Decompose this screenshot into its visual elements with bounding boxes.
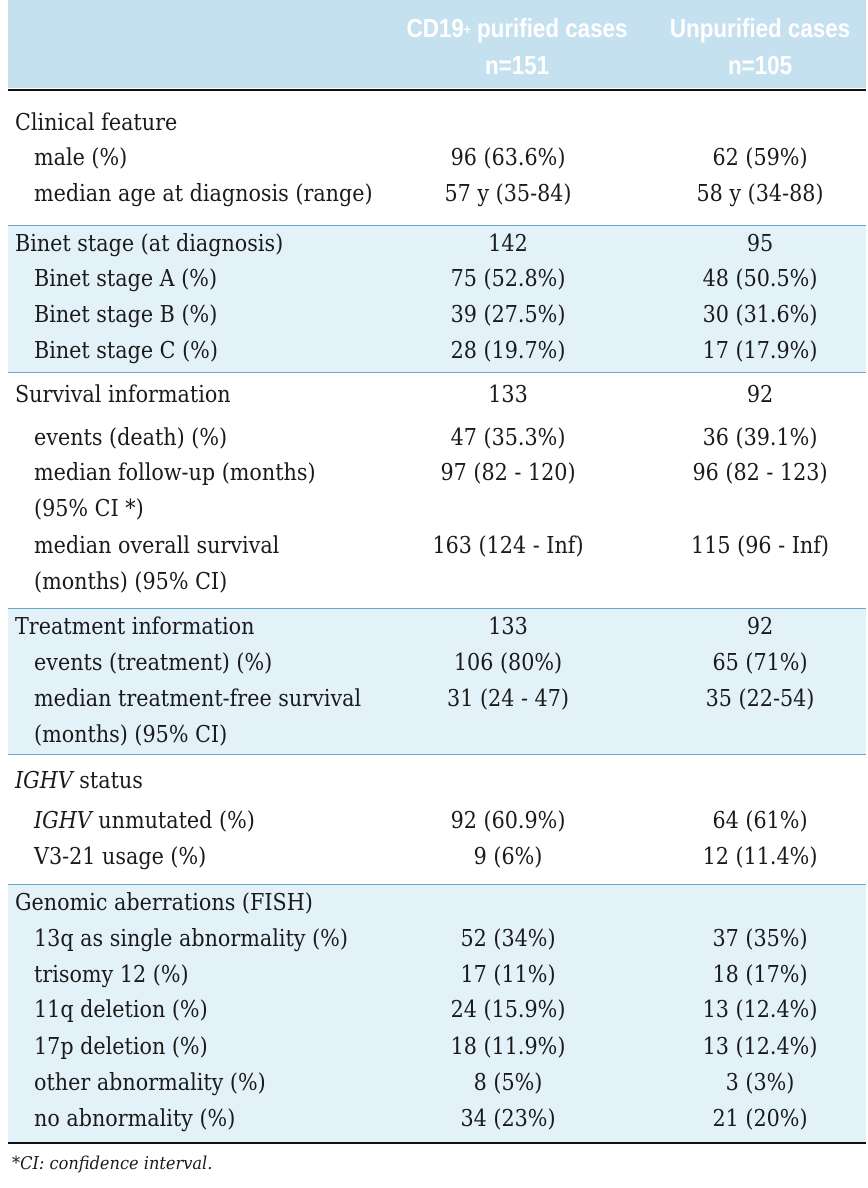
table-row: Binet stage B (%) 39 (27.5%) 30 (31.6%): [34, 302, 818, 328]
table-row: Binet stage C (%) 28 (19.7%) 17 (17.9%): [34, 338, 818, 364]
table-row: Binet stage (at diagnosis) 142 95: [8, 228, 866, 260]
bottom-rule: [8, 1142, 866, 1144]
table-row: Survival information 133 92: [8, 379, 866, 411]
table-row: (95% CI *): [34, 496, 144, 522]
table-row: male (%) 96 (63.6%) 62 (59%): [34, 145, 808, 171]
table-row: median follow-up (months) 97 (82 - 120) …: [34, 460, 828, 486]
table-row: Binet stage A (%) 75 (52.8%) 48 (50.5%): [34, 266, 818, 292]
table-row: (months) (95% CI): [34, 569, 228, 595]
column-header-purified: CD19+ purified cases n=151: [406, 13, 628, 80]
table-row: IGHV unmutated (%) 92 (60.9%) 64 (61%): [34, 808, 808, 834]
table-row: Genomic aberrations (FISH): [8, 887, 866, 919]
table-row: median age at diagnosis (range) 57 y (35…: [34, 181, 824, 207]
column-header-unpurified: Unpurified cases n=105: [669, 13, 851, 80]
table-row: trisomy 12 (%) 17 (11%) 18 (17%): [34, 962, 808, 988]
table-row: median overall survival 163 (124 - Inf) …: [34, 533, 829, 559]
section-survival: Survival information 133 92 events (deat…: [8, 372, 866, 609]
section-title: Genomic aberrations (FISH): [15, 890, 313, 916]
section-title: IGHV status: [15, 768, 143, 794]
table-row: events (death) (%) 47 (35.3%) 36 (39.1%): [34, 425, 818, 451]
table-header: CD19+ purified cases n=151 Unpurified ca…: [8, 0, 866, 88]
table-row: 13q as single abnormality (%) 52 (34%) 3…: [34, 926, 808, 952]
section-title: Binet stage (at diagnosis): [15, 231, 284, 257]
table-row: V3-21 usage (%) 9 (6%) 12 (11.4%): [34, 844, 818, 870]
table-row: Treatment information 133 92: [8, 611, 866, 643]
section-clinical: Clinical feature male (%) 96 (63.6%) 62 …: [8, 105, 866, 225]
section-treatment: Treatment information 133 92 events (tre…: [8, 608, 866, 755]
table-row: 17p deletion (%) 18 (11.9%) 13 (12.4%): [34, 1034, 818, 1060]
table-row: events (treatment) (%) 106 (80%) 65 (71%…: [34, 650, 808, 676]
section-title: Treatment information: [15, 614, 255, 640]
table-row: other abnormality (%) 8 (5%) 3 (3%): [34, 1070, 795, 1096]
footnote: *CI: confidence interval.: [12, 1153, 213, 1174]
table-row: 11q deletion (%) 24 (15.9%) 13 (12.4%): [34, 997, 818, 1023]
section-binet: Binet stage (at diagnosis) 142 95 Binet …: [8, 225, 866, 373]
table-row: IGHV status: [8, 765, 866, 797]
table-row: (months) (95% CI): [34, 722, 228, 748]
table-row: Clinical feature: [8, 107, 866, 139]
top-rule: [8, 89, 866, 91]
section-ighv: IGHV status IGHV unmutated (%) 92 (60.9%…: [8, 754, 866, 885]
table-row: no abnormality (%) 34 (23%) 21 (20%): [34, 1106, 808, 1132]
section-genomic: Genomic aberrations (FISH) 13q as single…: [8, 884, 866, 1143]
table-row: median treatment-free survival 31 (24 - …: [34, 686, 815, 712]
section-title: Clinical feature: [15, 110, 178, 136]
section-title: Survival information: [15, 382, 231, 408]
